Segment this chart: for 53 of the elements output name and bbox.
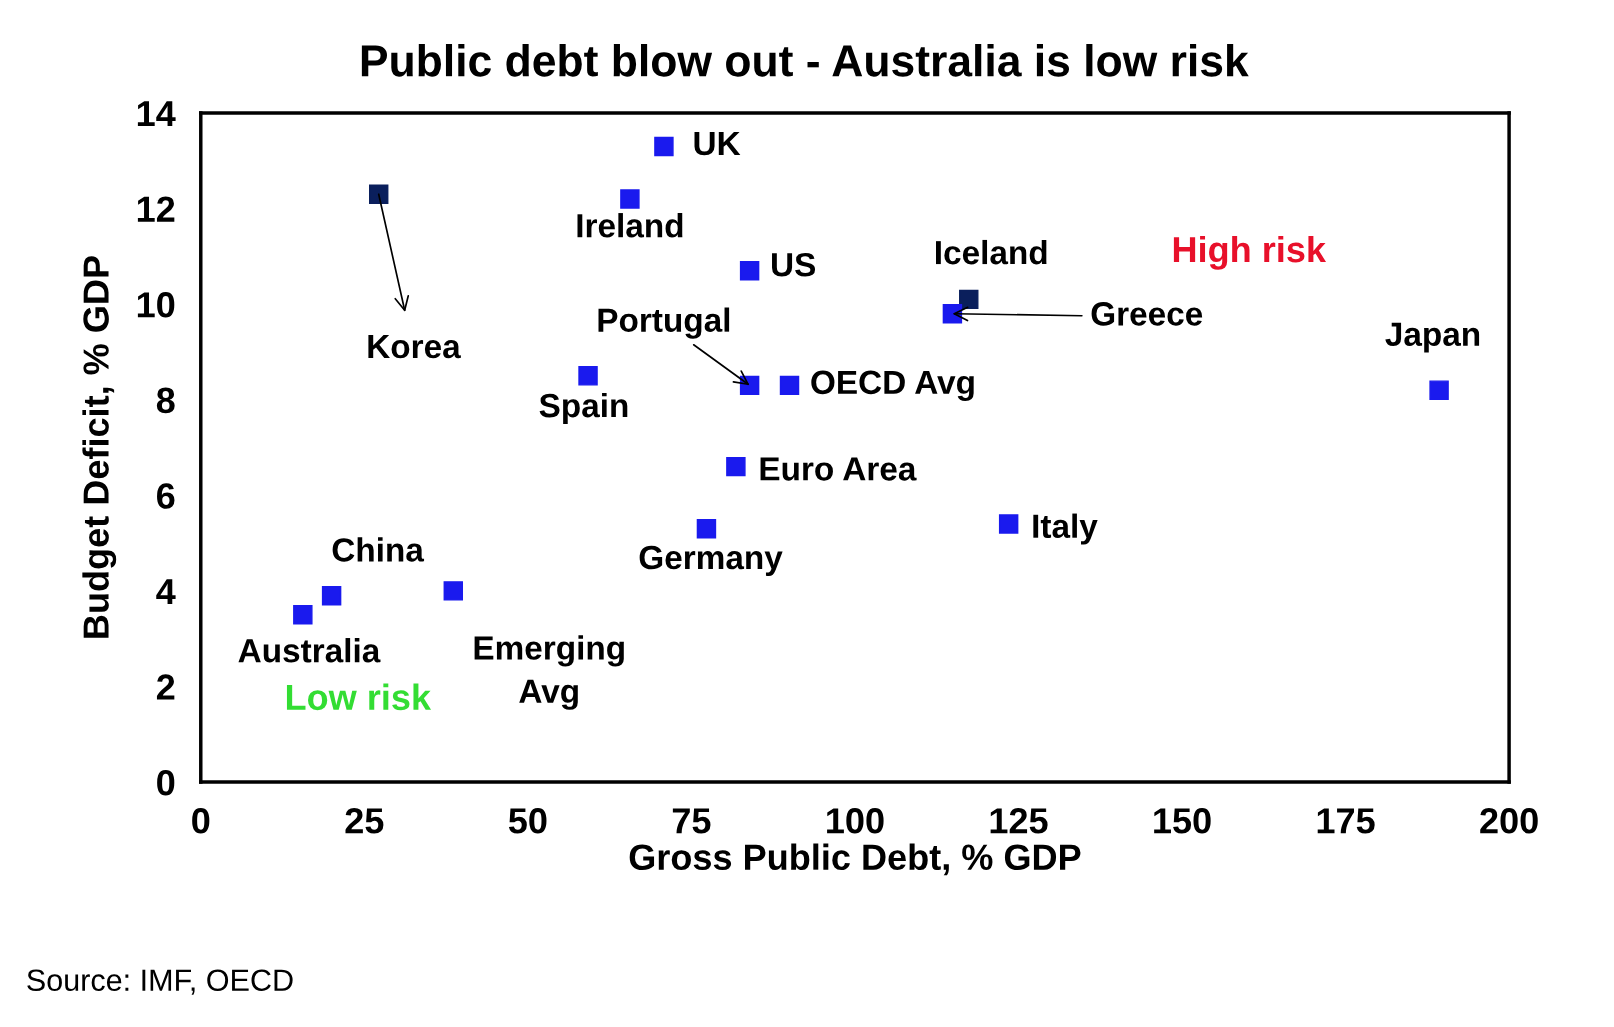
annotation: Korea [368,335,461,359]
x-axis-title: Gross Public Debt, % GDP [629,843,1081,876]
point [654,136,674,157]
point [443,581,464,601]
point [321,585,342,606]
annotation: OECD Avg [811,370,974,401]
chart-title: Public debt blow out - Australia is low risk [361,43,1249,77]
y-tick-label: 2 [156,674,175,700]
y-axis-title: Budget Deficit, % GDP [82,256,117,638]
annotation: High risk [1173,235,1327,270]
y-tick-label: 12 [137,196,175,222]
x-tick-label: 150 [1154,808,1211,834]
annotation: Low risk [286,683,432,711]
point [998,514,1019,534]
x-tick-label: 0 [192,808,210,834]
annotation: Greece [1091,302,1203,326]
annotation: Italy [1033,513,1098,545]
x-tick-label: 50 [508,808,547,834]
x-tick-label: 75 [672,808,711,834]
point [959,289,979,310]
annotation: Germany [639,545,783,576]
annotation: Australia [238,638,381,663]
annotation: US [772,252,816,277]
x-tick-label: 175 [1317,808,1375,834]
point [1429,380,1449,400]
annotation: Euro Area [760,457,917,481]
y-tick-label: 10 [137,292,175,318]
point [578,366,598,386]
x-tick-label: 125 [990,808,1048,834]
point [726,456,746,477]
annotation: Emerging Avg [474,635,624,710]
y-tick-label: 6 [157,483,175,509]
annotation: UK [694,132,741,156]
annotation: Ireland [577,213,683,238]
y-tick-label: 0 [157,769,175,796]
point [779,375,800,396]
point [368,184,389,204]
source-note: Source: IMF, OECD [27,969,293,995]
y-tick-label: 4 [156,579,176,604]
point [620,189,640,209]
x-tick-label: 25 [345,808,384,834]
annotation: Spain [539,392,628,425]
point [739,260,760,281]
y-tick-label: 14 [137,101,176,127]
x-tick-label: 200 [1480,808,1538,834]
annotation: China [332,537,425,562]
point [293,605,313,625]
annotation: Iceland [936,239,1047,265]
point [696,519,717,539]
annotation: Japan [1385,322,1480,353]
annotation: Portugal [598,307,730,339]
y-tick-label: 8 [156,387,175,414]
x-tick-label: 100 [827,808,884,834]
